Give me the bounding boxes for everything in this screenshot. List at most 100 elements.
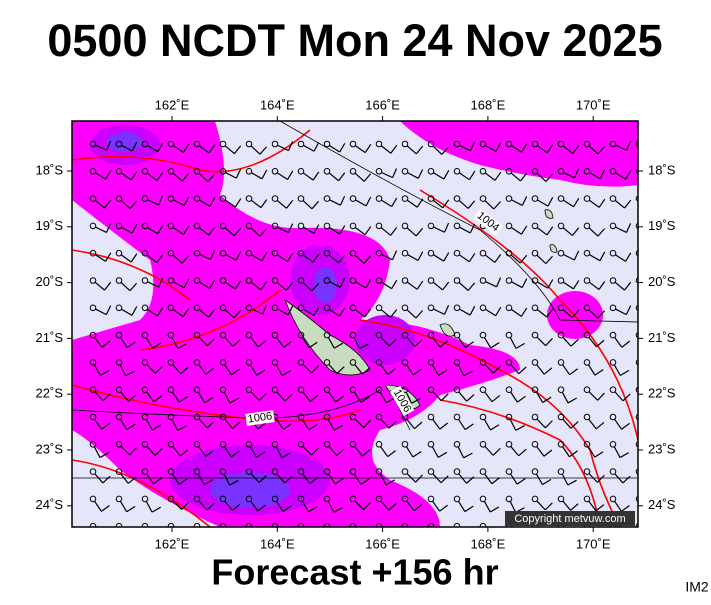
barb-flag (385, 397, 396, 404)
station (505, 468, 513, 475)
station (271, 441, 279, 448)
station (167, 441, 175, 448)
station (89, 441, 97, 448)
barb-flag (440, 393, 449, 402)
barb-shaft (172, 254, 183, 264)
barb-flag (467, 282, 476, 291)
barb-flag (339, 143, 346, 153)
barb-shaft (147, 199, 159, 206)
station (297, 168, 305, 175)
station (557, 222, 565, 230)
barb-shaft (509, 419, 517, 431)
station (635, 195, 638, 202)
barb-flag (438, 369, 448, 376)
barb-shaft (406, 500, 415, 512)
station (427, 195, 435, 202)
barb-flag (131, 141, 138, 152)
barb-shaft (459, 226, 471, 234)
barb-flag (621, 505, 630, 512)
barb-shaft (640, 365, 645, 376)
station (349, 304, 357, 312)
barb-flag (177, 425, 187, 432)
barb-flag (259, 228, 267, 237)
barb-shaft (328, 254, 339, 264)
barb-shaft (303, 308, 315, 317)
station (271, 168, 279, 175)
station (323, 222, 331, 230)
barb-flag (518, 531, 526, 538)
barb-shaft (511, 528, 519, 537)
barb-shaft (562, 145, 574, 154)
barb-flag (233, 227, 242, 237)
barb-shaft (120, 391, 129, 402)
barb-flag (415, 145, 424, 155)
barb-shaft (457, 500, 466, 512)
station (323, 195, 331, 202)
barb-flag (311, 365, 319, 374)
barb-shaft (302, 172, 314, 181)
barb-flag (365, 278, 372, 289)
barb-flag (414, 339, 423, 348)
barb-shaft (250, 281, 262, 291)
barb-shaft (406, 309, 417, 319)
barb-shaft (199, 281, 211, 289)
barb-flag (391, 250, 398, 261)
barb-flag (313, 306, 320, 316)
barb-flag (287, 223, 294, 233)
barb-shaft (379, 391, 387, 404)
lat-label: 24˚S (36, 497, 64, 512)
barb-flag (596, 339, 605, 348)
barb-shaft (536, 227, 548, 236)
barb-shaft (172, 227, 184, 235)
barb-shaft (301, 419, 310, 431)
barb-flag (415, 227, 424, 237)
barb-shaft (303, 226, 315, 234)
barb-shaft (94, 418, 103, 430)
station (245, 168, 253, 175)
station (115, 495, 123, 503)
barb-shaft (329, 199, 341, 206)
station (89, 331, 97, 339)
barb-flag (647, 424, 655, 430)
barb-flag (338, 254, 346, 264)
station (609, 468, 617, 475)
station (375, 304, 383, 312)
station (531, 249, 539, 257)
barb-shaft (198, 227, 210, 236)
station (583, 277, 591, 284)
barb-shaft (301, 501, 310, 513)
station (609, 277, 617, 284)
station (479, 195, 487, 202)
barb-flag (308, 341, 318, 349)
barb-flag (281, 370, 292, 377)
barb-flag (232, 421, 241, 429)
barb-flag (517, 395, 526, 403)
barb-flag (573, 197, 580, 208)
barb-shaft (146, 364, 156, 374)
barb-shaft (433, 172, 445, 180)
barb-flag (413, 534, 421, 539)
barb-flag (547, 197, 554, 207)
station (427, 413, 435, 421)
barb-shaft (354, 500, 364, 511)
station (453, 195, 461, 202)
barb-flag (622, 393, 631, 402)
barb-shaft (641, 145, 652, 151)
station (401, 522, 409, 527)
station (167, 222, 175, 230)
station (375, 168, 383, 175)
barb-shaft (224, 364, 232, 376)
barb-shaft (95, 172, 107, 180)
station (479, 140, 487, 148)
barb-shaft (588, 391, 599, 401)
barb-shaft (406, 473, 417, 483)
barb-flag (207, 173, 215, 183)
station (245, 359, 253, 366)
barb-shaft (459, 144, 471, 152)
barb-flag (336, 448, 345, 457)
station (583, 140, 591, 148)
barb-flag (490, 342, 500, 349)
station (297, 468, 305, 475)
barb-shaft (224, 418, 234, 429)
